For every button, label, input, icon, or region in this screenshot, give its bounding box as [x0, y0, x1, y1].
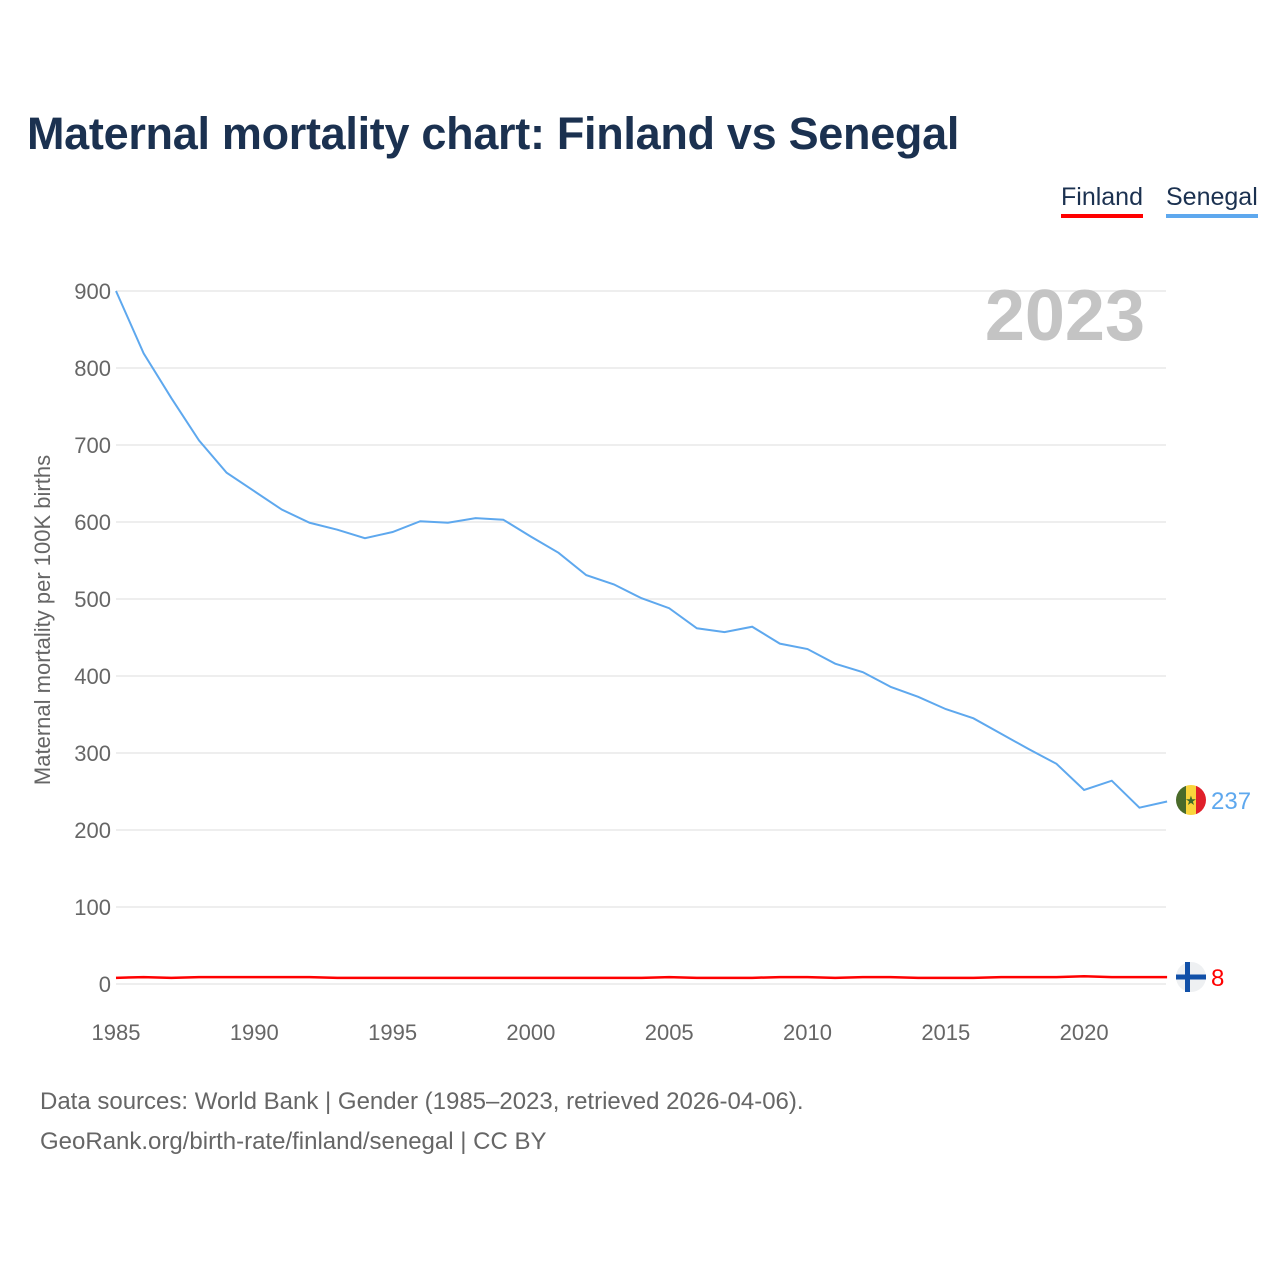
end-value-finland: 8	[1211, 965, 1224, 992]
finland-flag-icon	[1176, 962, 1206, 992]
flag-star: ★	[1185, 793, 1197, 808]
flag-stripe	[1176, 785, 1186, 815]
x-tick-label: 2015	[921, 1020, 970, 1045]
y-tick-label: 800	[74, 356, 111, 381]
x-tick-label: 2020	[1060, 1020, 1109, 1045]
series-line-senegal	[115, 290, 1168, 809]
x-tick-label: 1990	[230, 1020, 279, 1045]
y-tick-label: 0	[99, 972, 111, 997]
senegal-flag-icon: ★	[1176, 785, 1206, 815]
y-tick-label: 400	[74, 664, 111, 689]
y-tick-label: 300	[74, 741, 111, 766]
x-tick-label: 2010	[783, 1020, 832, 1045]
series-line-finland	[115, 975, 1168, 980]
y-tick-label: 700	[74, 433, 111, 458]
flag-cross	[1185, 962, 1190, 992]
legend-senegal[interactable]: Senegal	[1166, 183, 1258, 218]
y-tick-label: 100	[74, 895, 111, 920]
year-label: 2023	[985, 276, 1145, 356]
flag-cross	[1176, 974, 1206, 980]
footer-link[interactable]: GeoRank.org/birth-rate/finland/senegal |…	[40, 1128, 547, 1155]
y-tick-label: 500	[74, 587, 111, 612]
legend-finland[interactable]: Finland	[1061, 183, 1143, 218]
y-tick-label: 200	[74, 818, 111, 843]
flag-stripe	[1186, 785, 1196, 815]
y-tick-label: 900	[74, 279, 111, 304]
x-tick-label: 1995	[368, 1020, 417, 1045]
end-value-senegal: 237	[1211, 788, 1251, 815]
y-tick-label: 600	[74, 510, 111, 535]
chart-title: Maternal mortality chart: Finland vs Sen…	[27, 108, 960, 159]
x-tick-label: 2005	[645, 1020, 694, 1045]
flag-stripe	[1196, 785, 1206, 815]
x-tick-label: 1985	[92, 1020, 141, 1045]
x-tick-label: 2000	[506, 1020, 555, 1045]
y-axis-label: Maternal mortality per 100K births	[30, 455, 55, 785]
footer-source: Data sources: World Bank | Gender (1985–…	[40, 1088, 804, 1115]
